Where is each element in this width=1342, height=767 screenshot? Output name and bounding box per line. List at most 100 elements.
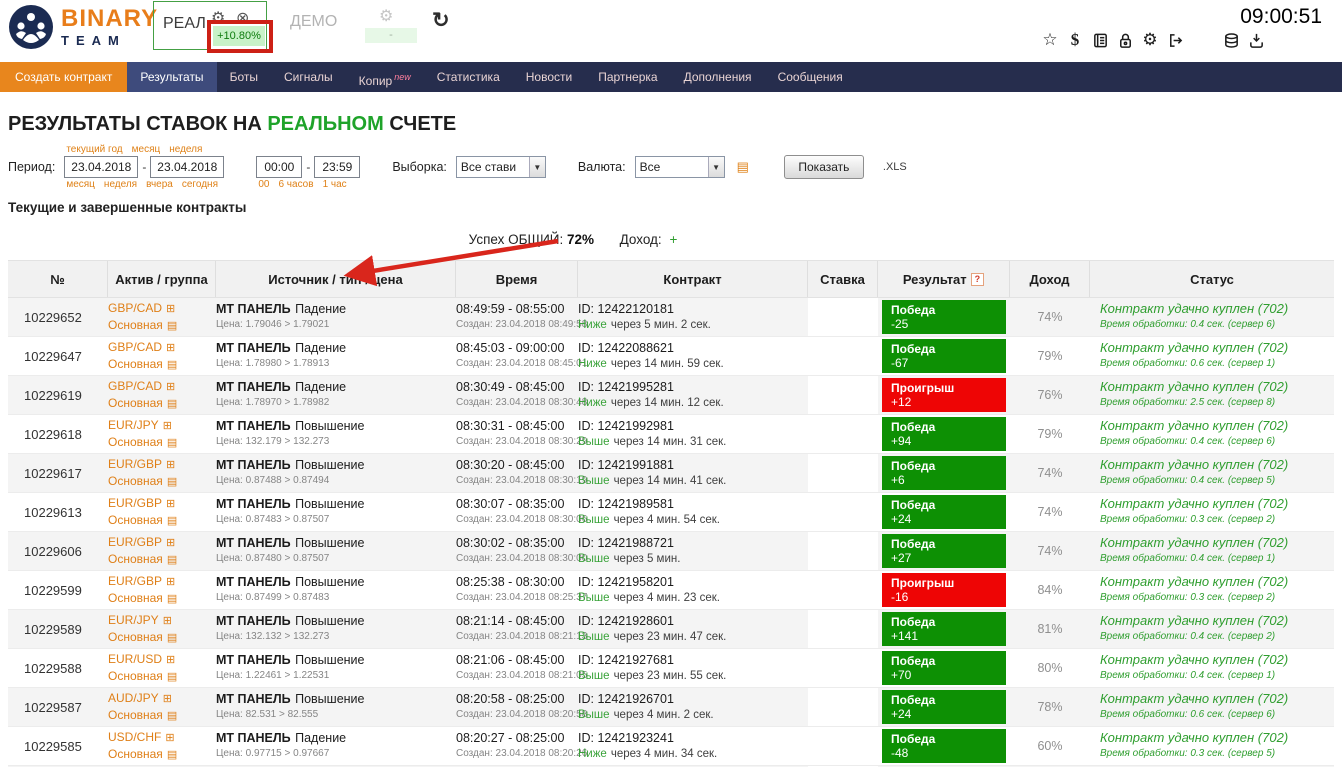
result-value: +6 [891, 473, 905, 487]
nav-item-2[interactable]: Сигналы [283, 70, 333, 84]
group-icon[interactable] [167, 476, 177, 488]
expand-asset-icon[interactable] [166, 576, 175, 588]
status-text: Контракт удачно куплен (702) [1100, 496, 1289, 511]
group-icon[interactable] [167, 593, 177, 605]
link-today[interactable]: сегодня [181, 179, 218, 190]
time-range: 08:30:07 - 08:35:00 [456, 497, 565, 511]
asset-link[interactable]: EUR/GBP [108, 574, 163, 588]
price-range: Цена: 1.78970 > 1.78982 [216, 397, 330, 408]
link-month-top[interactable]: месяц [131, 144, 161, 155]
stake-cell [808, 454, 878, 492]
asset-link[interactable]: GBP/CAD [108, 379, 163, 393]
expand-asset-icon[interactable] [166, 498, 175, 510]
lock-icon[interactable] [1116, 31, 1134, 49]
selection-select[interactable]: Все стави [455, 156, 546, 178]
asset-link[interactable]: EUR/GBP [108, 496, 163, 510]
asset-link[interactable]: AUD/JPY [108, 691, 159, 705]
asset-link[interactable]: EUR/USD [108, 652, 163, 666]
nav-item-0[interactable]: Результаты [127, 62, 217, 92]
asset-link[interactable]: USD/CHF [108, 730, 162, 744]
group-icon[interactable] [167, 554, 177, 566]
group-link[interactable]: Основная [108, 513, 163, 527]
link-week[interactable]: неделя [103, 179, 138, 190]
link-00[interactable]: 00 [258, 179, 270, 190]
link-1-hour[interactable]: 1 час [322, 179, 347, 190]
group-link[interactable]: Основная [108, 396, 163, 410]
time-from-input[interactable] [256, 156, 303, 178]
group-icon[interactable] [167, 710, 177, 722]
group-icon[interactable] [167, 632, 177, 644]
settings-icon[interactable] [1141, 31, 1159, 49]
journal-icon[interactable] [1091, 31, 1109, 49]
group-link[interactable]: Основная [108, 630, 163, 644]
database-icon[interactable] [1222, 31, 1240, 49]
favorites-icon[interactable] [1041, 31, 1059, 49]
group-link[interactable]: Основная [108, 318, 163, 332]
group-icon[interactable] [167, 749, 177, 761]
expand-asset-icon[interactable] [166, 381, 175, 393]
link-6-hours[interactable]: 6 часов [278, 179, 314, 190]
group-icon[interactable] [167, 359, 177, 371]
account-tab-real[interactable]: РЕАЛ +10.80% [153, 1, 273, 53]
deposit-icon[interactable] [1247, 31, 1265, 49]
asset-link[interactable]: GBP/CAD [108, 301, 163, 315]
header-toolbar [1041, 31, 1265, 49]
help-icon[interactable] [970, 272, 985, 286]
asset-link[interactable]: GBP/CAD [108, 340, 163, 354]
asset-link[interactable]: EUR/JPY [108, 418, 159, 432]
expand-asset-icon[interactable] [166, 459, 175, 471]
group-icon[interactable] [167, 515, 177, 527]
group-icon[interactable] [167, 671, 177, 683]
date-to-input[interactable] [150, 156, 225, 178]
asset-link[interactable]: EUR/GBP [108, 457, 163, 471]
demo-account-label[interactable]: ДЕМО [290, 13, 338, 30]
group-icon[interactable] [167, 320, 177, 332]
expand-asset-icon[interactable] [166, 537, 175, 549]
group-icon[interactable] [167, 398, 177, 410]
group-link[interactable]: Основная [108, 591, 163, 605]
show-button[interactable]: Показать [783, 155, 864, 179]
time-to-input[interactable] [314, 156, 361, 178]
expand-asset-icon[interactable] [166, 654, 175, 666]
expand-asset-icon[interactable] [163, 615, 172, 627]
create-contract-button[interactable]: Создать контракт [0, 62, 128, 92]
link-current-year[interactable]: текущий год [66, 144, 123, 155]
currency-list-icon[interactable] [737, 159, 749, 175]
group-icon[interactable] [167, 437, 177, 449]
condition-direction: Выше [578, 709, 610, 721]
demo-settings-icon[interactable] [379, 6, 393, 26]
group-link[interactable]: Основная [108, 708, 163, 722]
expand-asset-icon[interactable] [163, 420, 172, 432]
created-at: Создан: 23.04.2018 08:20:58 [456, 709, 588, 720]
nav-item-6[interactable]: Партнерка [598, 70, 658, 84]
currency-select[interactable]: Все [634, 156, 725, 178]
link-yesterday[interactable]: вчера [146, 179, 173, 190]
expand-asset-icon[interactable] [163, 693, 172, 705]
expand-asset-icon[interactable] [166, 342, 175, 354]
asset-link[interactable]: EUR/JPY [108, 613, 159, 627]
nav-item-4[interactable]: Статистика [436, 70, 500, 84]
expand-asset-icon[interactable] [166, 303, 175, 315]
logout-icon[interactable] [1166, 31, 1184, 49]
group-link[interactable]: Основная [108, 552, 163, 566]
link-week-top[interactable]: неделя [169, 144, 203, 155]
date-from-input[interactable] [64, 156, 139, 178]
refresh-icon[interactable] [432, 8, 450, 33]
nav-item-8[interactable]: Сообщения [777, 70, 843, 84]
nav-item-1[interactable]: Боты [229, 70, 258, 84]
group-link[interactable]: Основная [108, 474, 163, 488]
bet-direction: Падение [295, 302, 347, 316]
expand-asset-icon[interactable] [165, 732, 174, 744]
asset-link[interactable]: EUR/GBP [108, 535, 163, 549]
group-link[interactable]: Основная [108, 435, 163, 449]
condition-text: через 4 мин. 23 сек. [613, 592, 720, 604]
nav-item-3[interactable]: Копир new [358, 72, 411, 88]
group-link[interactable]: Основная [108, 357, 163, 371]
link-month[interactable]: месяц [66, 179, 95, 190]
nav-item-5[interactable]: Новости [525, 70, 573, 84]
group-link[interactable]: Основная [108, 747, 163, 761]
group-link[interactable]: Основная [108, 669, 163, 683]
xls-export-link[interactable]: .XLS [882, 161, 907, 173]
balance-icon[interactable] [1066, 31, 1084, 49]
nav-item-7[interactable]: Дополнения [683, 70, 752, 84]
